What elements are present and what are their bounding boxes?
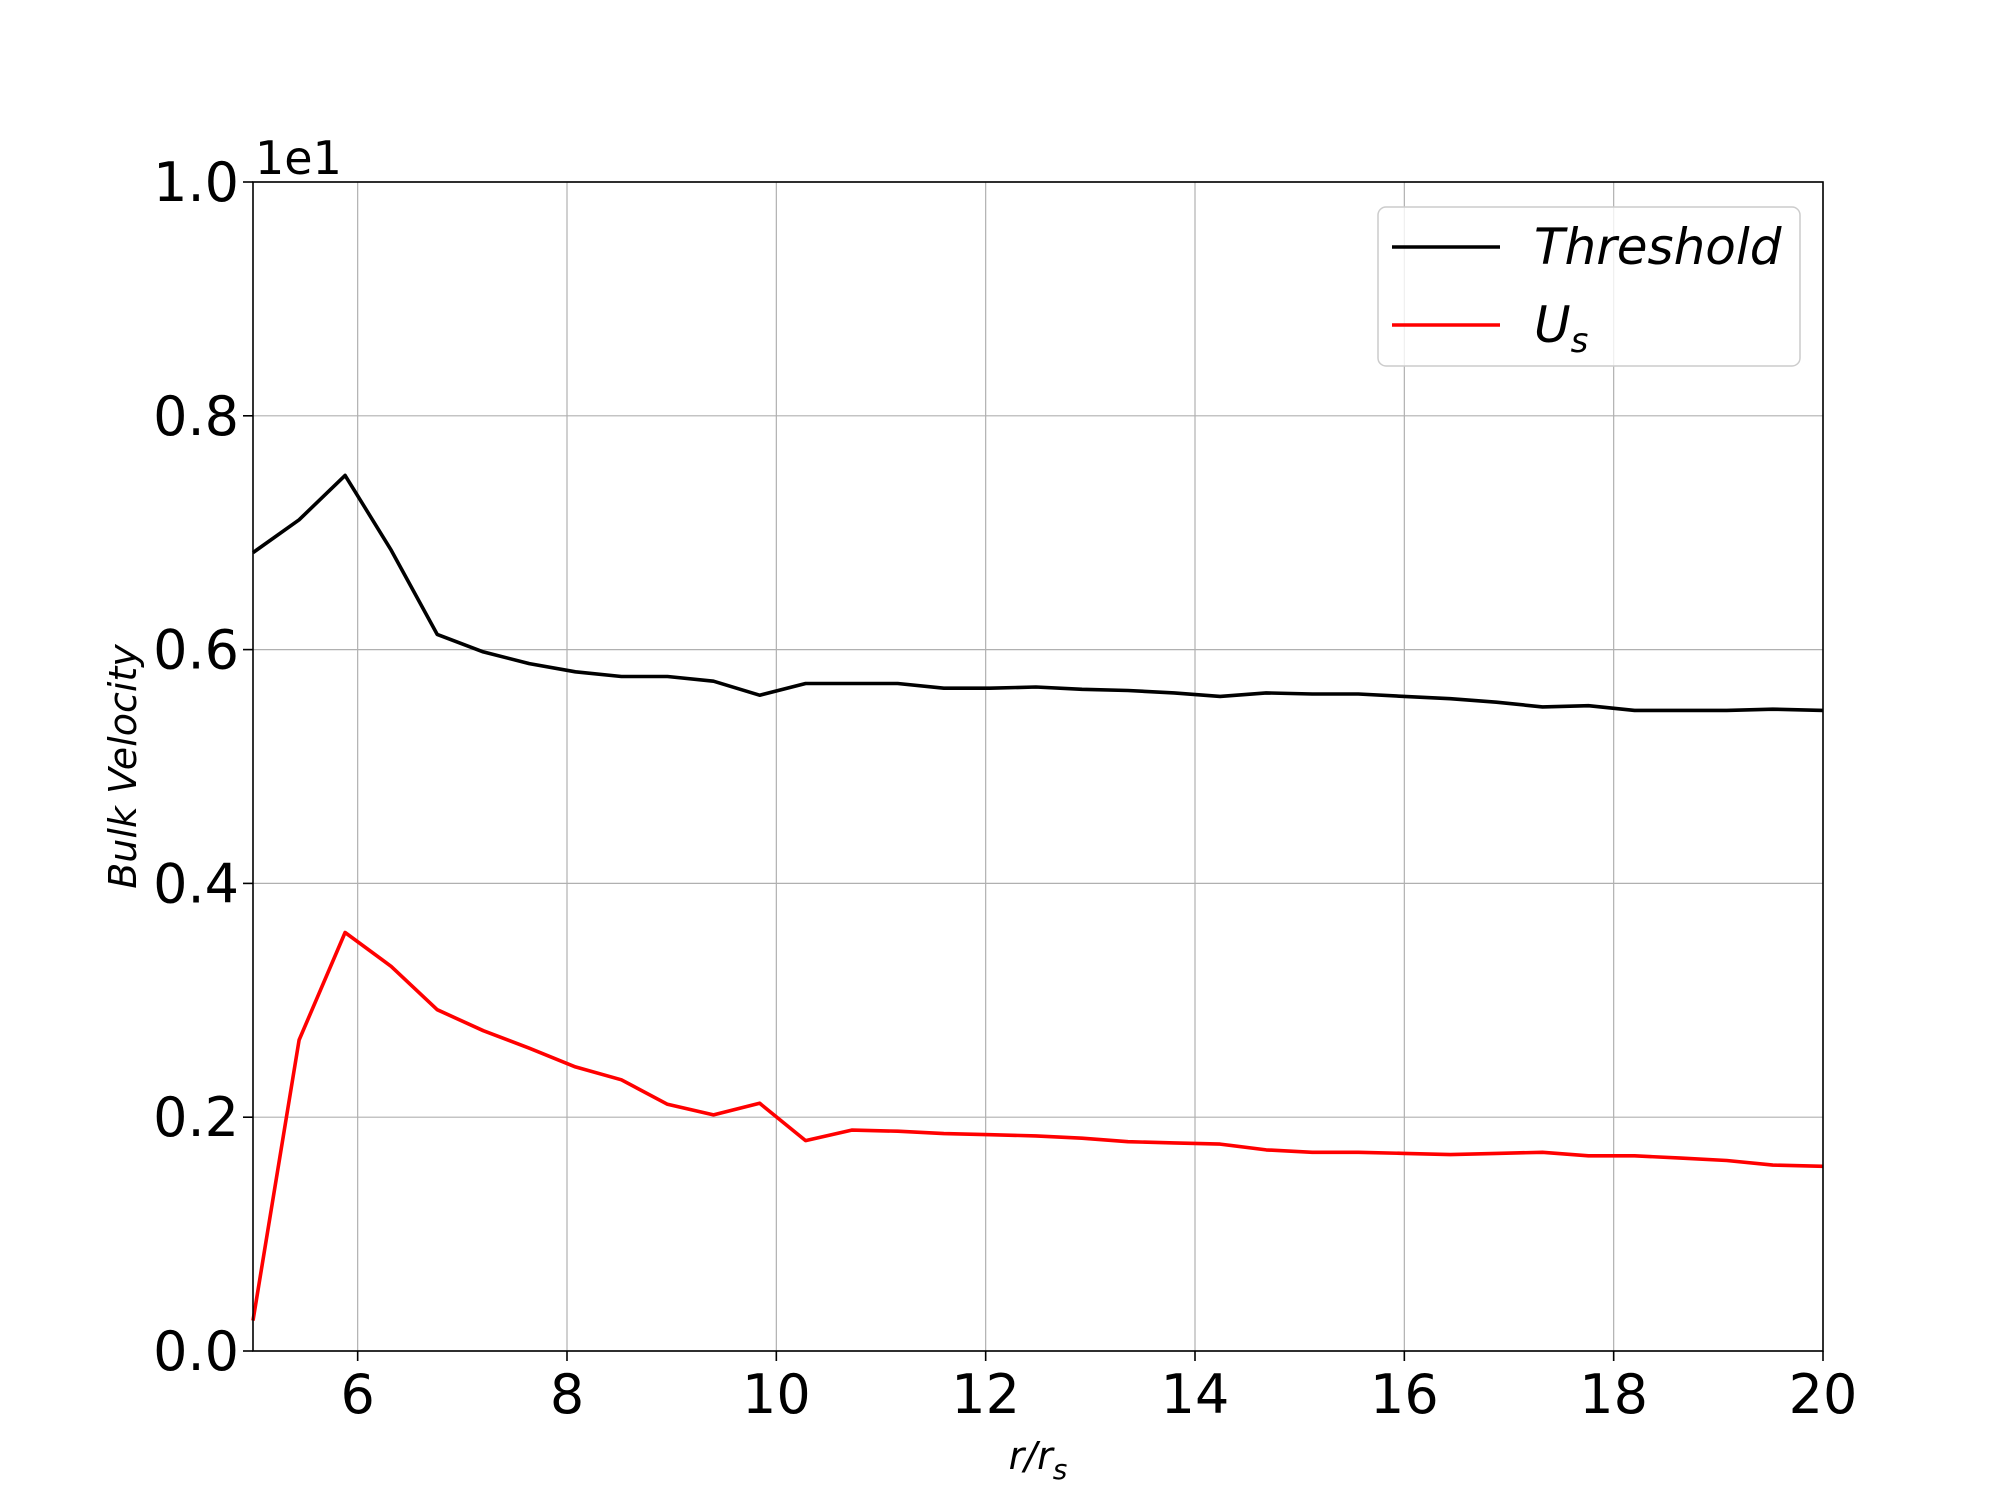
x-axis-label-subscript: s bbox=[1053, 1453, 1068, 1486]
legend-label-subscript: s bbox=[1571, 321, 1589, 361]
x-tick-label: 10 bbox=[742, 1363, 811, 1426]
axis-ticks: 6 8 10 12 14 16 18 20 0.0 0.2 0.4 0.6 0.8 1.0 bbox=[153, 151, 1857, 1426]
legend-label-main: U bbox=[1534, 296, 1571, 354]
y-tick-label: 1.0 bbox=[153, 151, 239, 214]
x-axis-label: r/rs bbox=[1009, 1434, 1068, 1486]
x-tick-label: 16 bbox=[1370, 1363, 1439, 1426]
y-axis-label: Bulk Velocity bbox=[101, 644, 145, 889]
y-tick-label: 0.6 bbox=[153, 619, 239, 682]
y-tick-label: 0.8 bbox=[153, 385, 239, 448]
x-tick-label: 18 bbox=[1579, 1363, 1648, 1426]
legend-entries: Threshold Us bbox=[1392, 218, 1782, 361]
y-tick-label: 0.4 bbox=[153, 852, 239, 915]
series-lines bbox=[251, 473, 1824, 1321]
x-tick-label: 8 bbox=[550, 1363, 584, 1426]
y-axis-offset-label: 1e1 bbox=[255, 131, 342, 185]
x-tick-label: 12 bbox=[951, 1363, 1020, 1426]
x-tick-label: 14 bbox=[1161, 1363, 1230, 1426]
plot-frame bbox=[252, 181, 1824, 1352]
legend-label: Threshold bbox=[1534, 218, 1782, 276]
x-tick-label: 6 bbox=[340, 1363, 374, 1426]
legend-label: Us bbox=[1534, 296, 1588, 361]
y-tick-label: 0.0 bbox=[153, 1320, 239, 1383]
legend: Threshold Us bbox=[1377, 206, 1801, 367]
y-tick-label: 0.2 bbox=[153, 1086, 239, 1149]
x-axis-label-main: r/r bbox=[1009, 1434, 1055, 1478]
series-line-threshold bbox=[251, 473, 1824, 713]
x-tick-label: 20 bbox=[1789, 1363, 1858, 1426]
legend-label-main: Threshold bbox=[1534, 218, 1782, 276]
series-line-u bbox=[251, 930, 1824, 1321]
